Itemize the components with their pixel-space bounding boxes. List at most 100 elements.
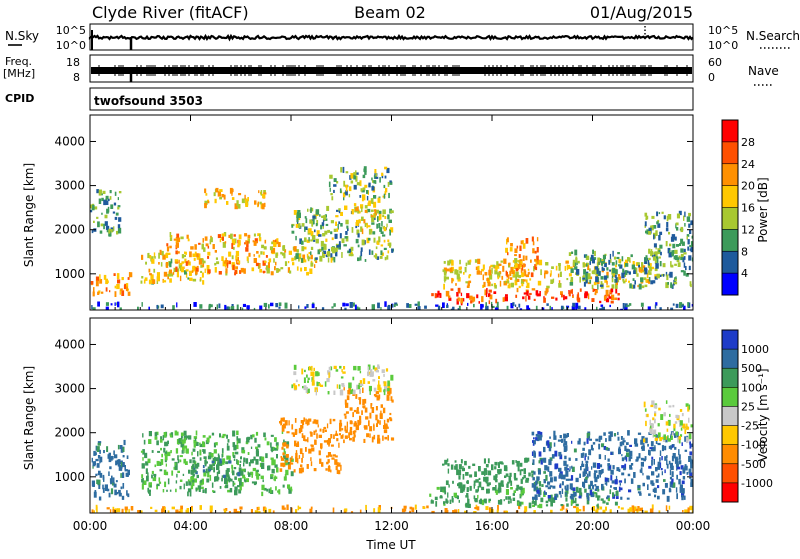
data-cell <box>355 424 359 431</box>
data-cell <box>648 272 652 275</box>
data-cell <box>539 503 543 509</box>
data-cell <box>98 496 102 501</box>
data-cell <box>350 389 353 394</box>
data-cell <box>591 258 595 264</box>
data-cell <box>631 284 634 289</box>
data-cell <box>590 480 593 487</box>
data-cell <box>388 219 392 223</box>
data-cell <box>566 503 569 507</box>
nsearch-tick-bottom: 10^0 <box>708 39 738 52</box>
data-cell <box>175 480 178 484</box>
data-cell <box>532 241 535 246</box>
data-cell <box>683 256 686 260</box>
data-cell <box>376 223 379 229</box>
data-cell <box>609 509 612 513</box>
data-cell <box>255 262 259 267</box>
data-cell <box>656 257 659 263</box>
data-cell <box>377 364 380 369</box>
data-cell <box>655 263 659 269</box>
data-cell <box>337 224 339 230</box>
data-cell <box>654 437 659 441</box>
data-cell <box>353 431 356 435</box>
data-cell <box>672 303 675 306</box>
data-cell <box>442 463 445 466</box>
data-cell <box>276 268 279 273</box>
data-cell <box>527 272 530 275</box>
data-cell <box>253 233 256 237</box>
data-cell <box>387 214 390 220</box>
data-cell <box>674 433 677 438</box>
data-cell <box>310 231 314 237</box>
data-cell <box>175 266 178 272</box>
data-cell <box>452 278 455 282</box>
data-cell <box>298 212 301 218</box>
data-cell <box>386 418 390 423</box>
data-cell <box>375 390 379 395</box>
data-cell <box>341 428 344 431</box>
colorbar-tick-label: -1000 <box>741 477 773 490</box>
data-cell <box>176 431 179 436</box>
data-cell <box>442 302 445 308</box>
data-cell <box>97 441 102 444</box>
data-cell <box>270 302 274 307</box>
data-cell <box>678 420 681 423</box>
data-cell <box>461 487 465 492</box>
data-cell <box>603 275 608 280</box>
data-cell <box>585 254 587 258</box>
data-cell <box>324 429 327 432</box>
data-cell <box>446 268 450 272</box>
data-cell <box>596 281 600 284</box>
data-cell <box>283 448 286 453</box>
data-cell <box>315 238 319 244</box>
data-cell <box>651 456 654 460</box>
data-cell <box>238 467 242 473</box>
data-cell <box>342 166 345 173</box>
data-cell <box>384 426 387 430</box>
data-cell <box>678 478 681 485</box>
data-cell <box>380 307 382 310</box>
data-cell <box>575 257 578 263</box>
data-cell <box>513 274 515 277</box>
data-cell <box>516 245 519 249</box>
data-cell <box>629 450 633 457</box>
data-cell <box>349 426 353 431</box>
data-cell <box>105 198 108 201</box>
data-cell <box>533 437 535 440</box>
data-cell <box>324 381 327 387</box>
data-cell <box>661 471 663 476</box>
data-cell <box>332 418 336 422</box>
data-cell <box>650 404 654 408</box>
data-cell <box>322 251 324 258</box>
data-cell <box>687 246 690 251</box>
data-cell <box>621 256 624 262</box>
data-cell <box>206 437 210 443</box>
data-cell <box>514 254 517 257</box>
data-cell <box>366 223 368 229</box>
data-cell <box>204 203 207 209</box>
data-cell <box>689 441 691 445</box>
data-cell <box>179 459 182 463</box>
data-cell <box>525 238 529 244</box>
data-cell <box>611 275 614 279</box>
data-cell <box>591 466 593 470</box>
data-cell <box>599 300 602 304</box>
data-cell <box>203 247 206 252</box>
data-cell <box>281 426 285 432</box>
data-cell <box>589 268 591 272</box>
data-cell <box>444 459 448 465</box>
data-cell <box>675 303 679 308</box>
data-cell <box>642 269 646 273</box>
data-cell <box>651 225 654 231</box>
data-cell <box>481 296 484 303</box>
data-cell <box>244 479 247 483</box>
data-cell <box>271 446 273 453</box>
freq-trace <box>91 65 692 82</box>
data-cell <box>515 294 518 298</box>
data-cell <box>612 492 615 497</box>
data-cell <box>377 216 379 222</box>
data-cell <box>105 302 109 306</box>
data-cell <box>251 472 253 478</box>
data-cell <box>280 417 284 422</box>
data-cell <box>510 282 514 288</box>
data-cell <box>307 380 309 383</box>
